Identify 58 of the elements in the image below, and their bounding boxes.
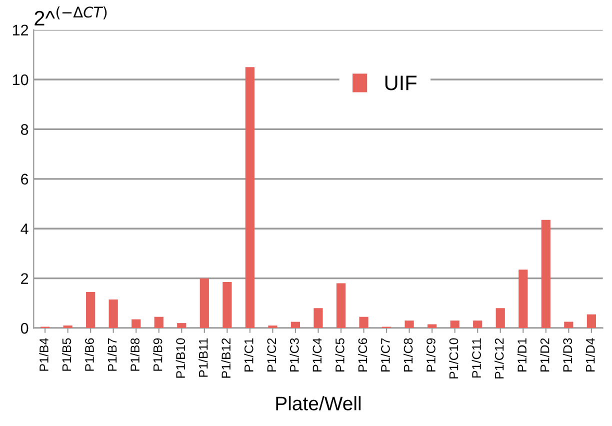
- bar: [428, 324, 437, 328]
- x-tick-label: P1/D4: [586, 338, 595, 372]
- bar: [314, 308, 323, 328]
- x-tick-label: P1/B9: [153, 338, 162, 371]
- x-tick-label: P1/C1: [244, 338, 254, 372]
- bar: [108, 299, 118, 328]
- x-tick-label: P1/B10: [176, 338, 185, 378]
- bar: [245, 67, 254, 328]
- x-axis-title: Plate/Well: [276, 396, 361, 410]
- x-tick-label: P1/C12: [494, 338, 504, 378]
- x-tick-label: P1/C10: [449, 338, 458, 378]
- x-tick-label: P1/B5: [62, 338, 72, 371]
- bar: [132, 319, 141, 328]
- bar: [177, 323, 186, 328]
- x-tick-label: P1/B12: [221, 338, 231, 378]
- bar: [86, 292, 96, 328]
- bar: [404, 320, 414, 328]
- y-tick-label: 4: [20, 224, 28, 234]
- bar: [222, 282, 232, 328]
- x-tick-label: P1/B6: [84, 338, 94, 371]
- y-tick-label: 10: [12, 74, 28, 86]
- bar: [586, 314, 596, 328]
- bar: [63, 326, 72, 328]
- x-tick-label: P1/C9: [426, 338, 436, 372]
- x-tick-label: P1/C2: [266, 338, 276, 372]
- bar: [359, 316, 368, 328]
- y-tick-label: 6: [21, 174, 28, 185]
- y-tick-label: 12: [12, 24, 28, 36]
- y-axis-title: 2^$^{(−ΔCT)}$: [34, 6, 107, 26]
- x-tick-label: P1/B7: [108, 338, 117, 371]
- x-tick-label: P1/B8: [130, 338, 140, 371]
- x-tick-label: P1/C5: [335, 338, 344, 372]
- x-tick-label: P1/D1: [517, 338, 526, 372]
- bar: [450, 320, 460, 328]
- x-tick-label: P1/B4: [39, 338, 48, 371]
- x-tick-label: P1/C6: [358, 338, 368, 372]
- y-tick-label: 2: [21, 273, 28, 284]
- legend-label: UIF: [385, 76, 417, 90]
- bar: [541, 220, 550, 328]
- y-tick-label: 0: [20, 322, 28, 334]
- bar: [518, 270, 528, 328]
- bar: [496, 308, 505, 328]
- bar: [290, 322, 300, 328]
- bar: [200, 278, 209, 328]
- bar: [473, 320, 482, 328]
- x-tick-label: P1/D3: [562, 338, 572, 372]
- x-tick-label: P1/C8: [403, 338, 413, 372]
- bar: [154, 316, 164, 328]
- x-tick-label: P1/C3: [290, 338, 299, 372]
- x-tick-label: P1/C7: [380, 338, 390, 372]
- x-tick-label: P1/C11: [472, 338, 481, 378]
- bar: [268, 326, 278, 328]
- x-tick-label: P1/B11: [198, 338, 208, 377]
- bar: [564, 322, 574, 328]
- x-tick-label: P1/C4: [312, 338, 322, 372]
- x-tick-label: P1/D2: [540, 338, 550, 372]
- y-tick-label: 8: [20, 124, 28, 135]
- bar: [336, 283, 346, 328]
